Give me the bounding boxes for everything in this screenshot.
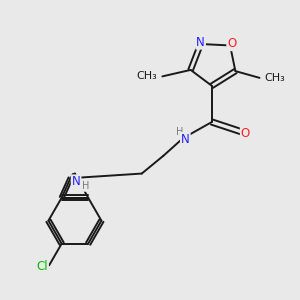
Text: CH₃: CH₃ bbox=[265, 73, 286, 83]
Text: N: N bbox=[72, 175, 80, 188]
Text: Cl: Cl bbox=[36, 260, 48, 273]
Text: O: O bbox=[241, 127, 250, 140]
Text: N: N bbox=[181, 133, 190, 146]
Text: H: H bbox=[82, 181, 89, 191]
Text: CH₃: CH₃ bbox=[136, 71, 157, 81]
Text: N: N bbox=[196, 36, 205, 49]
Text: O: O bbox=[227, 37, 236, 50]
Text: H: H bbox=[176, 127, 184, 137]
